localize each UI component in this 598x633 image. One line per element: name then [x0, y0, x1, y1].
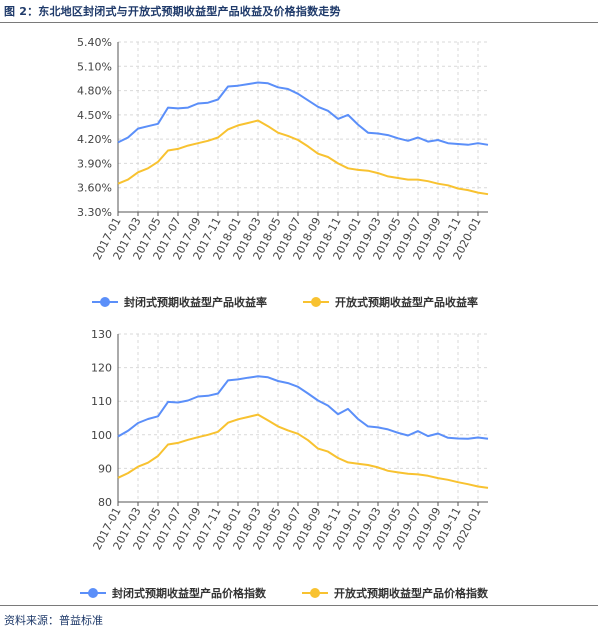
y-tick-label: 3.90% [77, 157, 112, 170]
legend-label: 封闭式预期收益型产品收益率 [124, 296, 267, 309]
y-tick-label: 130 [91, 328, 112, 341]
y-tick-label: 80 [98, 496, 112, 509]
top-divider [0, 22, 598, 23]
y-tick-label: 100 [91, 429, 112, 442]
legend-label: 开放式预期收益型产品价格指数 [334, 587, 488, 600]
legend-marker [92, 297, 118, 307]
price-index-legend: 封闭式预期收益型产品价格指数 开放式预期收益型产品价格指数 [80, 585, 488, 601]
yield-rate-chart: 5.40% 5.10% 4.80% 4.50% 4.20% 3.90% 3.60% 3.30%… [77, 36, 489, 262]
y-tick-label: 5.40% [77, 36, 112, 49]
legend-item-open-end: 开放式预期收益型产品价格指数 [302, 585, 488, 601]
y-tick-label: 120 [91, 362, 112, 375]
legend-item-closed-end: 封闭式预期收益型产品收益率 [92, 294, 267, 310]
y-tick-label: 4.20% [77, 133, 112, 146]
series-line-closed-end [117, 375, 489, 440]
legend-marker [302, 588, 328, 598]
legend-label: 封闭式预期收益型产品价格指数 [112, 587, 266, 600]
legend-item-open-end: 开放式预期收益型产品收益率 [303, 294, 478, 310]
series-line-open-end [117, 119, 489, 196]
y-tick-label: 3.30% [77, 206, 112, 219]
legend-label: 开放式预期收益型产品收益率 [335, 296, 478, 309]
yield-rate-legend: 封闭式预期收益型产品收益率 开放式预期收益型产品收益率 [92, 294, 478, 310]
figure-title: 图 2：东北地区封闭式与开放式预期收益型产品收益及价格指数走势 [4, 5, 341, 18]
legend-item-closed-end: 封闭式预期收益型产品价格指数 [80, 585, 266, 601]
bottom-divider [0, 605, 598, 606]
y-tick-label: 5.10% [77, 60, 112, 73]
source-note: 资料来源：普益标准 [4, 614, 103, 627]
legend-marker [80, 588, 106, 598]
series-line-open-end [117, 413, 489, 489]
price-index-chart: 13012011010090802017-012017-032017-05201… [91, 328, 489, 552]
y-tick-label: 90 [98, 462, 112, 475]
y-tick-label: 4.50% [77, 109, 112, 122]
y-tick-label: 3.60% [77, 182, 112, 195]
y-tick-label: 110 [91, 395, 112, 408]
legend-marker [303, 297, 329, 307]
series-line-closed-end [117, 81, 489, 146]
y-tick-label: 4.80% [77, 85, 112, 98]
